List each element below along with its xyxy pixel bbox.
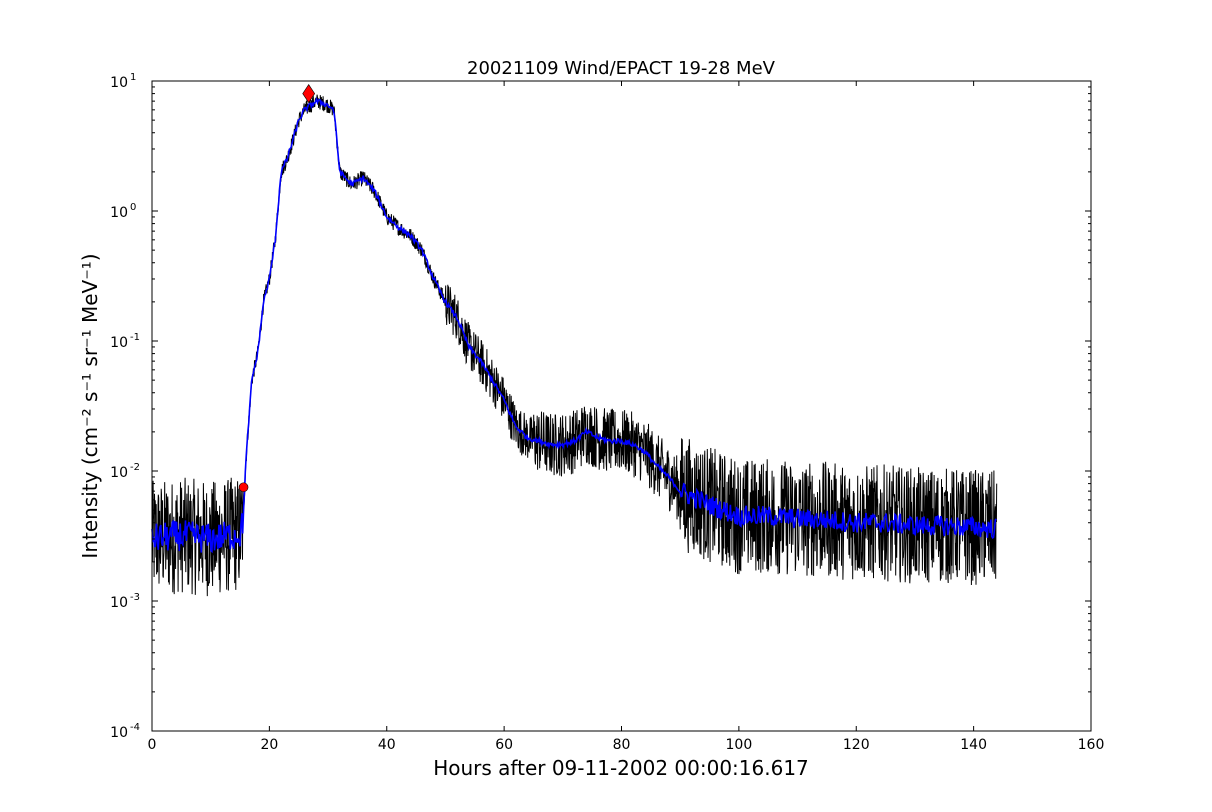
y-tick-exponent: 1	[130, 72, 136, 83]
marker-layer	[238, 84, 316, 493]
x-tick-label: 40	[378, 737, 396, 753]
y-tick-label: 10	[110, 725, 128, 741]
x-tick-label: 120	[843, 737, 870, 753]
y-tick-label: 10	[110, 75, 128, 91]
x-axis-ticks: 0 20 40 60 80 100 120 140 160	[148, 81, 1105, 753]
x-tick-label: 160	[1078, 737, 1105, 753]
series-layer	[151, 94, 998, 597]
y-tick-label: 10	[110, 595, 128, 611]
y-tick-exponent: -1	[130, 332, 140, 343]
y-tick-label: 10	[110, 465, 128, 481]
y-tick-exponent: 0	[130, 202, 136, 213]
y-tick-label: 10	[110, 335, 128, 351]
x-tick-label: 20	[260, 737, 278, 753]
x-axis-label: Hours after 09-11-2002 00:00:16.617	[433, 756, 809, 780]
onset-marker	[238, 482, 249, 493]
y-tick-exponent: -2	[130, 462, 140, 473]
chart-title: 20021109 Wind/EPACT 19-28 MeV	[467, 58, 776, 79]
x-tick-label: 100	[726, 737, 753, 753]
x-tick-label: 60	[495, 737, 513, 753]
x-tick-label: 140	[960, 737, 987, 753]
y-tick-exponent: -3	[130, 592, 140, 603]
peak-marker	[302, 84, 316, 104]
x-tick-label: 0	[148, 737, 157, 753]
series-line-smoothed	[151, 96, 997, 554]
y-tick-exponent: -4	[130, 722, 140, 733]
y-tick-label: 10	[110, 205, 128, 221]
x-tick-label: 80	[613, 737, 631, 753]
y-axis-label: Intensity (cm⁻² s⁻¹ sr⁻¹ MeV⁻¹)	[78, 253, 102, 558]
